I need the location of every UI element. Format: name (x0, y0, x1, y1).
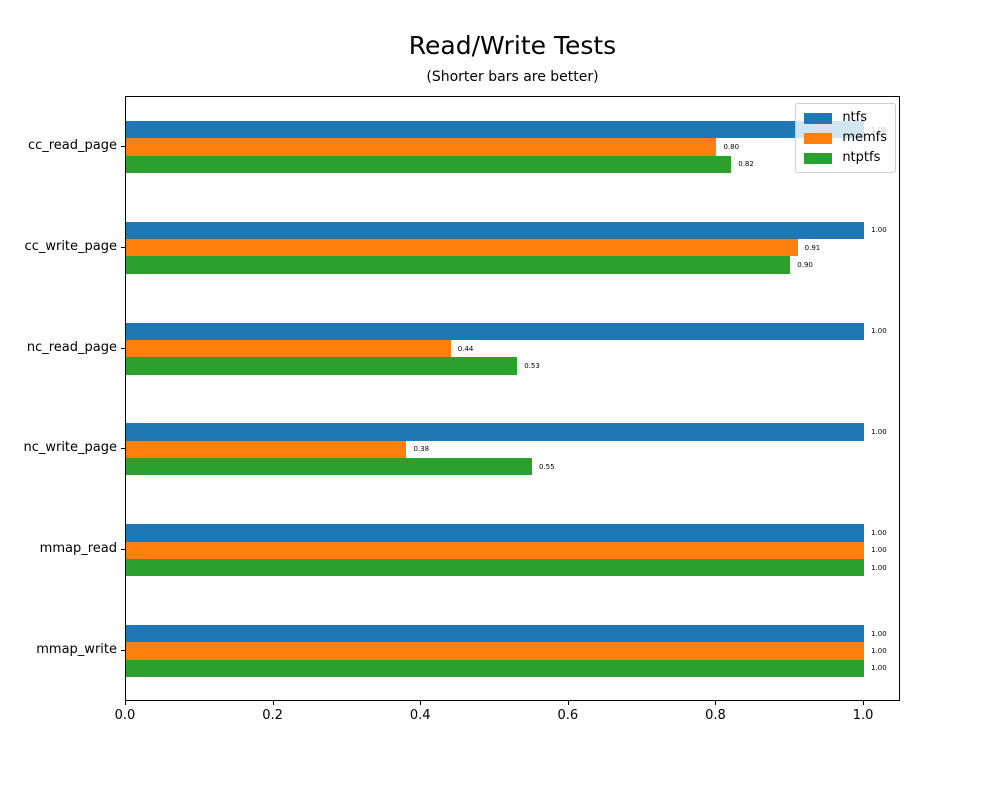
legend-label-ntfs: ntfs (842, 110, 867, 125)
y-tick (121, 650, 125, 651)
bar-value-label: 1.00 (871, 546, 887, 555)
bar-value-label: 1.00 (871, 327, 887, 336)
bar-ntfs-mmap_read (126, 524, 865, 542)
x-tick (715, 701, 717, 705)
x-tick (567, 701, 569, 705)
y-tick (121, 146, 125, 147)
chart-subtitle: (Shorter bars are better) (426, 69, 599, 85)
legend-swatch-ntfs (804, 112, 833, 124)
bar-memfs-mmap_read (126, 541, 865, 559)
y-tick-label: cc_write_page (24, 238, 117, 254)
x-tick-label: 0.8 (705, 708, 726, 723)
x-tick-label: 1.0 (852, 708, 874, 723)
bar-memfs-cc_read_page (126, 138, 717, 156)
bar-memfs-cc_write_page (126, 239, 798, 257)
bar-value-label: 0.53 (524, 361, 540, 370)
bar-value-label: 1.00 (871, 629, 887, 638)
y-tick (121, 347, 125, 349)
bar-value-label: 1.00 (871, 563, 887, 572)
bar-ntptfs-nc_write_page (126, 458, 532, 476)
chart-title: Read/Write Tests (408, 31, 617, 60)
bar-value-label: 1.00 (871, 528, 887, 537)
legend-item-memfs: memfs (804, 128, 887, 148)
bar-value-label: 1.00 (871, 226, 887, 235)
bar-value-label: 0.38 (413, 445, 430, 454)
y-tick (121, 549, 125, 551)
y-tick-label: cc_read_page (27, 138, 117, 153)
bar-ntfs-nc_write_page (126, 423, 865, 441)
bar-ntptfs-cc_read_page (126, 155, 732, 173)
x-tick-label: 0.2 (262, 708, 283, 723)
bar-ntfs-cc_write_page (126, 221, 865, 240)
bar-memfs-nc_write_page (126, 440, 407, 459)
bar-value-label: 1.00 (871, 647, 887, 655)
bar-memfs-mmap_write (126, 642, 865, 660)
bar-value-label: 0.80 (723, 143, 740, 151)
bar-ntfs-nc_read_page (126, 322, 865, 340)
x-tick-label: 0.0 (114, 708, 136, 723)
bar-value-label: 0.91 (804, 243, 821, 252)
bar-value-label: 0.44 (457, 344, 474, 353)
legend-swatch-ntptfs (804, 152, 833, 164)
legend-swatch-memfs (804, 132, 833, 144)
bar-ntptfs-cc_write_page (126, 256, 791, 274)
bar-ntptfs-mmap_write (126, 659, 865, 677)
y-tick-label: mmap_read (39, 541, 117, 557)
x-tick-label: 0.4 (409, 708, 431, 723)
bar-value-label: 1.00 (871, 428, 887, 437)
bar-ntfs-cc_read_page (126, 121, 865, 139)
bar-ntptfs-mmap_read (126, 558, 865, 577)
bar-ntfs-mmap_write (126, 625, 865, 643)
bar-memfs-nc_read_page (126, 339, 451, 358)
bar-value-label: 0.82 (738, 160, 754, 169)
legend-item-ntfs: ntfs (804, 108, 887, 128)
x-tick (863, 701, 865, 705)
bar-value-label: 1.00 (871, 664, 887, 673)
y-tick-label: nc_read_page (26, 339, 117, 355)
y-tick-label: nc_write_page (23, 440, 117, 456)
y-tick (121, 448, 125, 450)
x-tick-label: 0.6 (557, 708, 579, 723)
x-tick (420, 701, 422, 705)
y-tick (121, 246, 125, 248)
legend-item-ntptfs: ntptfs (804, 148, 887, 168)
bar-value-label: 0.90 (797, 261, 813, 270)
legend: ntfs memfs ntptfs (795, 103, 896, 173)
plot-area: 1.00 0.80 0.82 1.00 0.91 0.90 1.00 0.44 0.53 1.00… (125, 96, 900, 701)
x-tick (125, 701, 126, 705)
y-tick-label: mmap_write (36, 642, 117, 657)
bar-ntptfs-nc_read_page (126, 357, 518, 375)
legend-label-ntptfs: ntptfs (842, 150, 881, 165)
x-tick (272, 701, 274, 705)
legend-label-memfs: memfs (842, 130, 887, 145)
bar-value-label: 0.55 (538, 462, 555, 471)
